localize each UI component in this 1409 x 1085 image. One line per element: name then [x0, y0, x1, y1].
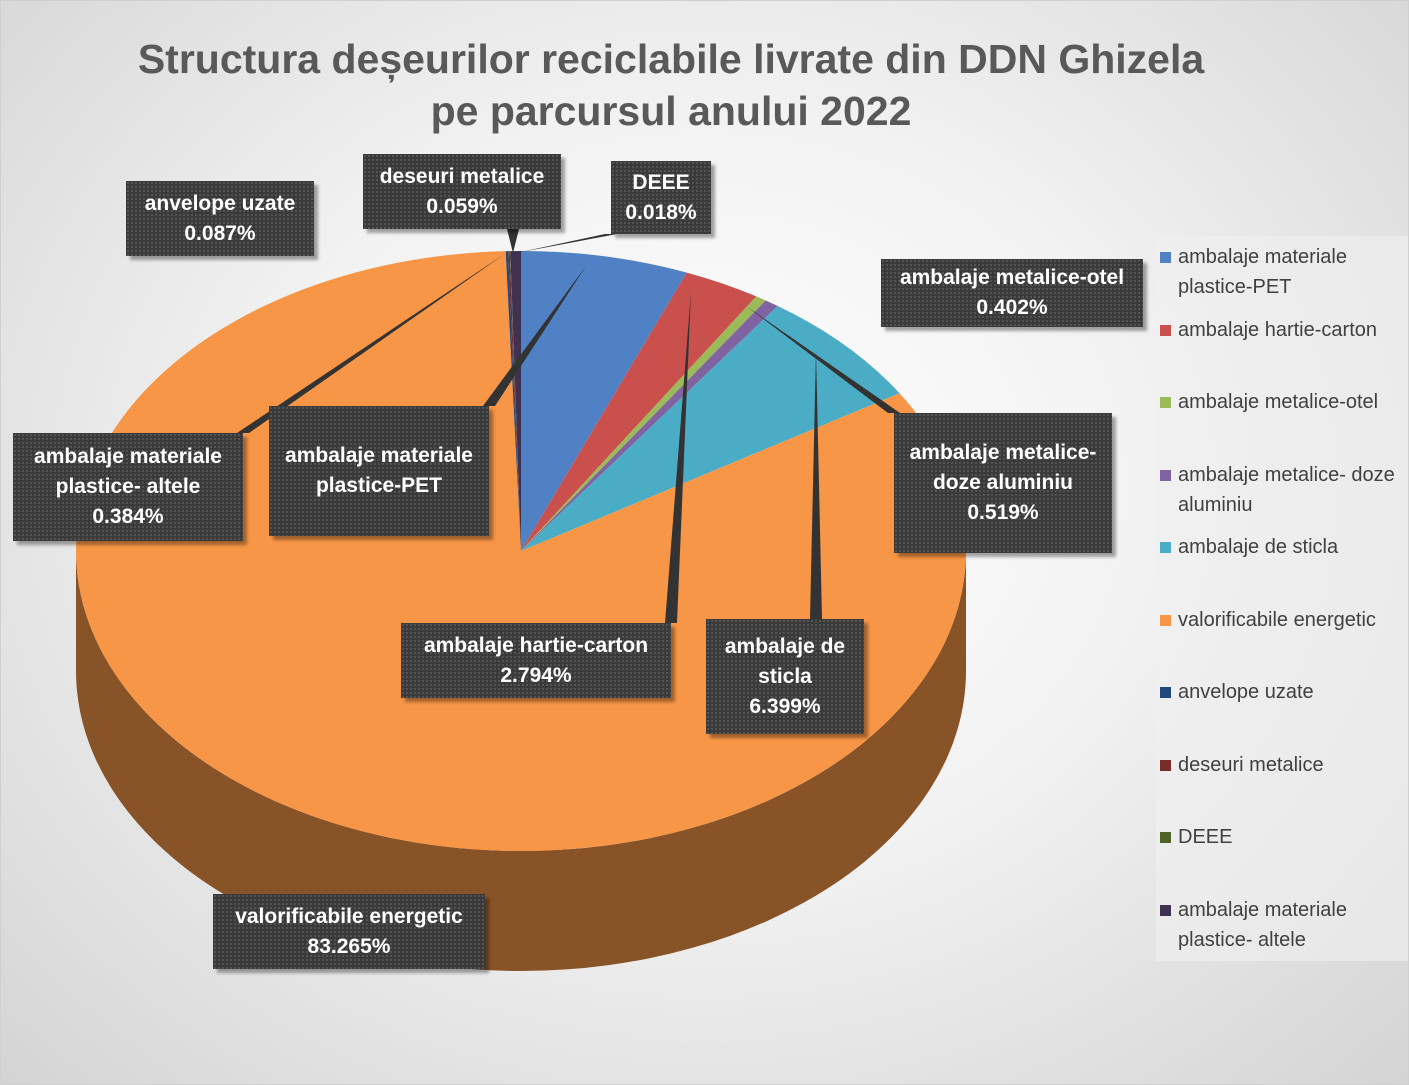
data-label: ambalaje metalice- doze aluminiu 0.519% [894, 413, 1112, 553]
data-label-value: 0.519% [967, 501, 1039, 524]
chart-title: Structura deșeurilor reciclabile livrate… [137, 36, 1205, 134]
legend-swatch [1160, 832, 1171, 843]
legend-swatch [1160, 759, 1171, 771]
slice [521, 300, 778, 551]
legend-swatch [1160, 397, 1171, 408]
data-label: valorificabile energetic 83.265% [213, 894, 485, 969]
legend-label: ambalaje metalice-otel [1178, 391, 1379, 413]
legend-swatch [1160, 542, 1171, 553]
legend-label: valorificabile energetic [1178, 608, 1376, 631]
data-label-value: 0.018% [625, 200, 697, 224]
slice [521, 251, 687, 551]
data-label-name: ambalaje metalice- doze aluminiu [909, 441, 1097, 494]
data-label-name: ambalaje de sticla [724, 634, 846, 688]
legend-item: DEEE [1160, 822, 1401, 852]
legend-label: ambalaje materiale plastice-PET [1178, 246, 1347, 298]
legend-item: ambalaje hartie-carton [1160, 315, 1401, 345]
data-label: ambalaje hartie-carton 2.794% [401, 623, 671, 698]
slice [521, 305, 900, 551]
slice [521, 272, 757, 551]
data-label-value: 6.399% [749, 694, 821, 718]
data-label-name: valorificabile energetic [235, 904, 463, 928]
legend-swatch [1160, 469, 1171, 481]
data-label-name: anvelope uzate [144, 191, 296, 215]
slice [509, 251, 521, 551]
data-label: deseuri metalice 0.059% [363, 154, 561, 229]
legend-item: anvelope uzate [1160, 677, 1401, 707]
data-label: ambalaje materiale plastice-PET [269, 406, 489, 536]
leader-line [483, 266, 586, 406]
legend-label: ambalaje de sticla [1178, 536, 1339, 558]
slice [521, 296, 766, 551]
leader-line [507, 229, 519, 253]
data-label-value: 0.059% [426, 194, 498, 218]
legend-item: ambalaje materiale plastice- altele [1160, 895, 1401, 955]
legend-swatch [1160, 687, 1171, 698]
leader-line [237, 253, 506, 433]
data-label-name: ambalaje hartie-carton [423, 633, 649, 657]
legend-swatch [1160, 324, 1171, 336]
data-label-name: DEEE [632, 170, 690, 194]
leader-line [516, 234, 617, 253]
legend-label: anvelope uzate [1178, 681, 1314, 703]
data-label-value: 0.087% [184, 221, 256, 245]
leader-line [746, 306, 900, 413]
legend: ambalaje materiale plastice-PET ambalaje … [1156, 236, 1408, 961]
data-label: DEEE 0.018% [611, 161, 711, 234]
legend-swatch [1160, 614, 1171, 626]
legend-label: ambalaje metalice- doze aluminiu [1178, 463, 1395, 516]
legend-label: ambalaje hartie-carton [1178, 318, 1377, 341]
legend-swatch [1160, 904, 1171, 916]
legend-item: ambalaje metalice-otel [1160, 387, 1401, 417]
data-label: ambalaje materiale plastice- altele 0.384… [13, 433, 243, 541]
data-label-name: ambalaje metalice-otel [899, 266, 1125, 289]
legend-item: ambalaje de sticla [1160, 532, 1401, 562]
slice [505, 251, 521, 551]
leader-line [665, 291, 691, 623]
data-label-value: 0.384% [92, 505, 164, 528]
data-label: ambalaje metalice-otel 0.402% [881, 259, 1143, 327]
leader-lines [237, 229, 900, 623]
data-label-name: deseuri metalice [379, 164, 545, 188]
legend-label: DEEE [1178, 826, 1233, 848]
data-label-name: ambalaje materiale plastice-PET [285, 444, 473, 497]
data-label-name: ambalaje materiale plastice- altele [34, 445, 222, 498]
data-label-value: 83.265% [307, 934, 391, 958]
legend-swatch [1160, 252, 1171, 263]
legend-label: deseuri metalice [1178, 753, 1324, 776]
legend-item: ambalaje metalice- doze aluminiu [1160, 460, 1401, 520]
legend-label: ambalaje materiale plastice- altele [1178, 898, 1347, 951]
data-label-value: 2.794% [500, 663, 572, 687]
data-label: anvelope uzate 0.087% [126, 181, 314, 256]
leader-line [810, 351, 822, 619]
legend-item: valorificabile energetic [1160, 605, 1401, 635]
legend-item: deseuri metalice [1160, 750, 1401, 780]
slice [510, 251, 521, 551]
slice [508, 251, 521, 551]
legend-item: ambalaje materiale plastice-PET [1160, 242, 1401, 302]
data-label: ambalaje de sticla 6.399% [706, 619, 864, 734]
slice-side [76, 551, 966, 971]
data-label-value: 0.402% [976, 296, 1048, 319]
